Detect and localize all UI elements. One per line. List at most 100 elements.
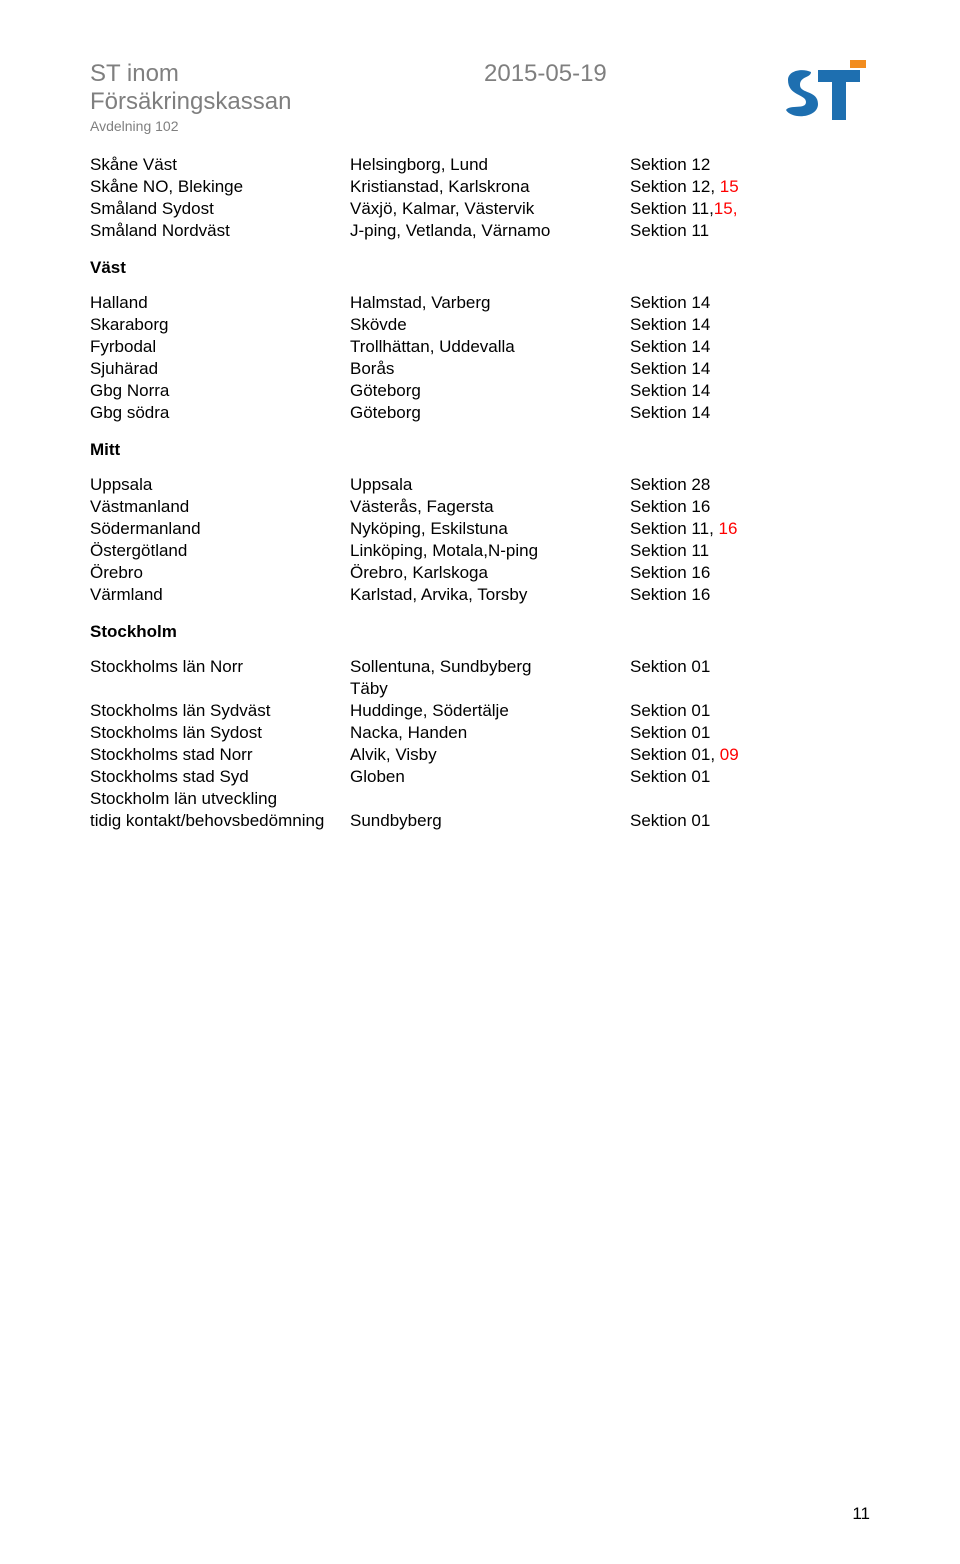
section-cell: Sektion 16 bbox=[630, 496, 870, 518]
section-cell: Sektion 01 bbox=[630, 810, 870, 832]
mitt-block: Mitt UppsalaUppsalaSektion 28Västmanland… bbox=[90, 440, 870, 606]
cities-cell: Sollentuna, Sundbyberg bbox=[350, 656, 630, 678]
region-cell: Stockholms stad Norr bbox=[90, 744, 350, 766]
cities-cell: Borås bbox=[350, 358, 630, 380]
region-cell: Södermanland bbox=[90, 518, 350, 540]
cities-cell: Örebro, Karlskoga bbox=[350, 562, 630, 584]
section-cell: Sektion 12, 15 bbox=[630, 176, 870, 198]
section-cell: Sektion 28 bbox=[630, 474, 870, 496]
vast-block: Väst HallandHalmstad, VarbergSektion 14S… bbox=[90, 258, 870, 424]
cities-cell: Alvik, Visby bbox=[350, 744, 630, 766]
region-cell: Västmanland bbox=[90, 496, 350, 518]
cities-cell: Växjö, Kalmar, Västervik bbox=[350, 198, 630, 220]
vast-title: Väst bbox=[90, 258, 870, 278]
region-cell: Skåne NO, Blekinge bbox=[90, 176, 350, 198]
section-cell: Sektion 12 bbox=[630, 154, 870, 176]
table-row: Stockholm län utveckling bbox=[90, 788, 870, 810]
section-text: Sektion 12 bbox=[630, 155, 710, 174]
section-text: Sektion 14 bbox=[630, 337, 710, 356]
cities-cell: Nyköping, Eskilstuna bbox=[350, 518, 630, 540]
region-cell: Stockholms län Sydväst bbox=[90, 700, 350, 722]
intro-table: Skåne VästHelsingborg, LundSektion 12Skå… bbox=[90, 154, 870, 242]
region-cell: Stockholm län utveckling bbox=[90, 788, 350, 810]
cities-cell: Karlstad, Arvika, Torsby bbox=[350, 584, 630, 606]
intro-block: Skåne VästHelsingborg, LundSektion 12Skå… bbox=[90, 154, 870, 242]
section-text: Sektion 01 bbox=[630, 767, 710, 786]
table-row: Täby bbox=[90, 678, 870, 700]
section-cell: Sektion 11 bbox=[630, 220, 870, 242]
section-text: Sektion 01 bbox=[630, 657, 710, 676]
region-cell: Fyrbodal bbox=[90, 336, 350, 358]
section-cell: Sektion 11,15, bbox=[630, 198, 870, 220]
section-cell: Sektion 11 bbox=[630, 540, 870, 562]
stockholm-table: Stockholms län NorrSollentuna, Sundbyber… bbox=[90, 656, 870, 832]
cities-cell: Kristianstad, Karlskrona bbox=[350, 176, 630, 198]
table-row: SödermanlandNyköping, EskilstunaSektion … bbox=[90, 518, 870, 540]
cities-cell: Huddinge, Södertälje bbox=[350, 700, 630, 722]
table-row: HallandHalmstad, VarbergSektion 14 bbox=[90, 292, 870, 314]
sub-name: Avdelning 102 bbox=[90, 118, 384, 134]
section-cell: Sektion 11, 16 bbox=[630, 518, 870, 540]
region-cell: Uppsala bbox=[90, 474, 350, 496]
section-text: Sektion 28 bbox=[630, 475, 710, 494]
region-cell: Gbg södra bbox=[90, 402, 350, 424]
table-row: tidig kontakt/behovsbedömningSundbybergS… bbox=[90, 810, 870, 832]
region-cell bbox=[90, 678, 350, 700]
section-text: Sektion 01 bbox=[630, 811, 710, 830]
table-row: Stockholms stad NorrAlvik, VisbySektion … bbox=[90, 744, 870, 766]
region-cell: Småland Nordväst bbox=[90, 220, 350, 242]
section-text: Sektion 14 bbox=[630, 403, 710, 422]
table-row: Småland SydostVäxjö, Kalmar, VästervikSe… bbox=[90, 198, 870, 220]
region-cell: Stockholms län Sydost bbox=[90, 722, 350, 744]
region-cell: Stockholms län Norr bbox=[90, 656, 350, 678]
region-cell: Stockholms stad Syd bbox=[90, 766, 350, 788]
table-row: FyrbodalTrollhättan, UddevallaSektion 14 bbox=[90, 336, 870, 358]
section-cell: Sektion 16 bbox=[630, 584, 870, 606]
section-text-highlight: 15 bbox=[720, 177, 739, 196]
section-text: Sektion 14 bbox=[630, 359, 710, 378]
region-cell: Halland bbox=[90, 292, 350, 314]
region-cell: tidig kontakt/behovsbedömning bbox=[90, 810, 350, 832]
cities-cell: Göteborg bbox=[350, 402, 630, 424]
table-row: VärmlandKarlstad, Arvika, TorsbySektion … bbox=[90, 584, 870, 606]
table-row: Stockholms län NorrSollentuna, Sundbyber… bbox=[90, 656, 870, 678]
section-text: Sektion 14 bbox=[630, 381, 710, 400]
section-cell: Sektion 14 bbox=[630, 358, 870, 380]
table-row: Gbg södraGöteborgSektion 14 bbox=[90, 402, 870, 424]
cities-cell: Täby bbox=[350, 678, 630, 700]
section-cell bbox=[630, 678, 870, 700]
st-logo-icon bbox=[778, 60, 870, 130]
section-text: Sektion 01, bbox=[630, 745, 720, 764]
cities-cell: Globen bbox=[350, 766, 630, 788]
mitt-table: UppsalaUppsalaSektion 28VästmanlandVäste… bbox=[90, 474, 870, 606]
section-cell: Sektion 16 bbox=[630, 562, 870, 584]
cities-cell: Trollhättan, Uddevalla bbox=[350, 336, 630, 358]
table-row: Skåne NO, BlekingeKristianstad, Karlskro… bbox=[90, 176, 870, 198]
cities-cell: Linköping, Motala,N-ping bbox=[350, 540, 630, 562]
region-cell: Örebro bbox=[90, 562, 350, 584]
section-cell: Sektion 14 bbox=[630, 314, 870, 336]
section-text: Sektion 16 bbox=[630, 497, 710, 516]
section-text-highlight: 16 bbox=[719, 519, 738, 538]
cities-cell: Göteborg bbox=[350, 380, 630, 402]
cities-cell: Sundbyberg bbox=[350, 810, 630, 832]
cities-cell: Västerås, Fagersta bbox=[350, 496, 630, 518]
table-row: SkaraborgSkövdeSektion 14 bbox=[90, 314, 870, 336]
table-row: ÖrebroÖrebro, KarlskogaSektion 16 bbox=[90, 562, 870, 584]
section-text-highlight: 15, bbox=[714, 199, 738, 218]
table-row: UppsalaUppsalaSektion 28 bbox=[90, 474, 870, 496]
org-name: ST inom Försäkringskassan bbox=[90, 60, 384, 116]
section-text: Sektion 12, bbox=[630, 177, 720, 196]
region-cell: Gbg Norra bbox=[90, 380, 350, 402]
stockholm-block: Stockholm Stockholms län NorrSollentuna,… bbox=[90, 622, 870, 832]
cities-cell: Uppsala bbox=[350, 474, 630, 496]
section-text: Sektion 14 bbox=[630, 315, 710, 334]
table-row: Skåne VästHelsingborg, LundSektion 12 bbox=[90, 154, 870, 176]
section-cell: Sektion 01 bbox=[630, 700, 870, 722]
region-cell: Värmland bbox=[90, 584, 350, 606]
table-row: VästmanlandVästerås, FagerstaSektion 16 bbox=[90, 496, 870, 518]
page-number: 11 bbox=[852, 1504, 870, 1524]
section-text: Sektion 11, bbox=[630, 199, 714, 218]
region-cell: Småland Sydost bbox=[90, 198, 350, 220]
cities-cell bbox=[350, 788, 630, 810]
